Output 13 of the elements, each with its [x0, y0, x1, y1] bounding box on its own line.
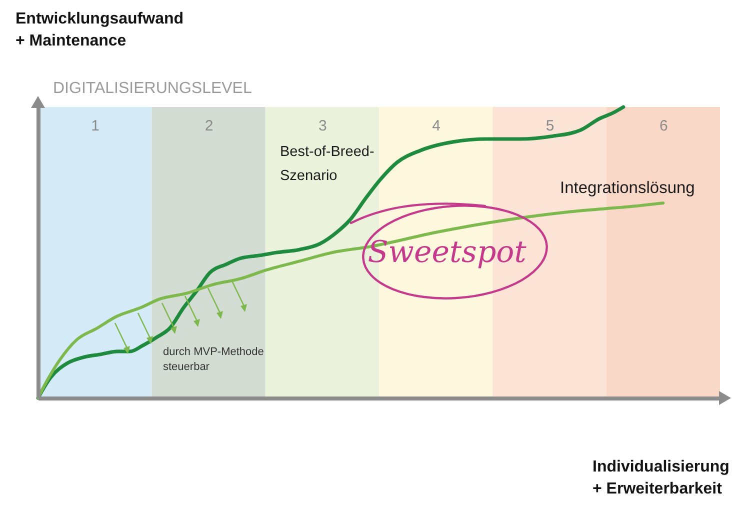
y-axis-title: Entwicklungsaufwand + Maintenance	[16, 10, 184, 50]
x-tick-label: 5	[546, 118, 554, 134]
x-axis-title: Individualisierung + Erweiterbarkeit	[592, 458, 730, 498]
annotation: durch MVP-Methode steuerbar	[163, 346, 264, 373]
x-tick-label: 2	[204, 118, 214, 134]
text: DIGITALISIERUNGSLEVEL	[53, 80, 252, 97]
x-tick-label: 4	[432, 118, 441, 134]
x-tick-label: 1	[91, 118, 100, 134]
annotation: Sweetspot	[368, 235, 528, 270]
x-tick-label: 3	[318, 118, 327, 134]
series-label: Best-of-Breed-Szenario	[280, 144, 374, 184]
series-label: Integrationslösung	[560, 179, 695, 197]
x-tick-label: 6	[659, 118, 668, 134]
